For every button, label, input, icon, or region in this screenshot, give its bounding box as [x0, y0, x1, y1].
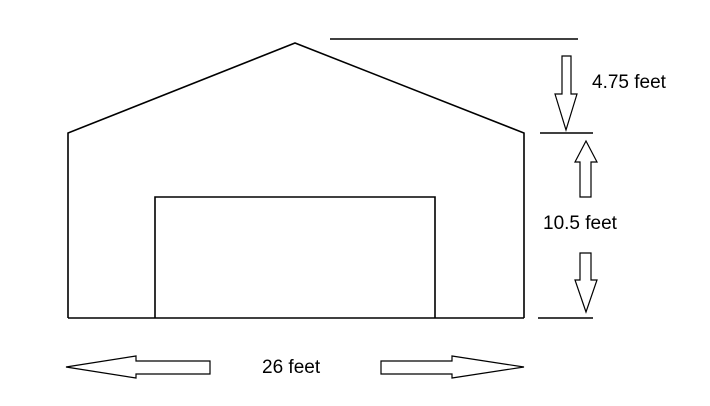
wall-height-label: 10.5 feet	[543, 213, 617, 234]
wall-height-arrow-up	[574, 139, 598, 198]
roof-height-label: 4.75 feet	[592, 72, 666, 93]
door-outline	[154, 196, 436, 318]
wall-height-arrow-down	[574, 252, 598, 314]
width-label: 26 feet	[262, 357, 321, 378]
width-arrow-left	[65, 355, 211, 379]
width-arrow-right	[380, 355, 525, 379]
roof-height-arrow-down	[554, 55, 578, 133]
building-outline	[67, 42, 525, 318]
